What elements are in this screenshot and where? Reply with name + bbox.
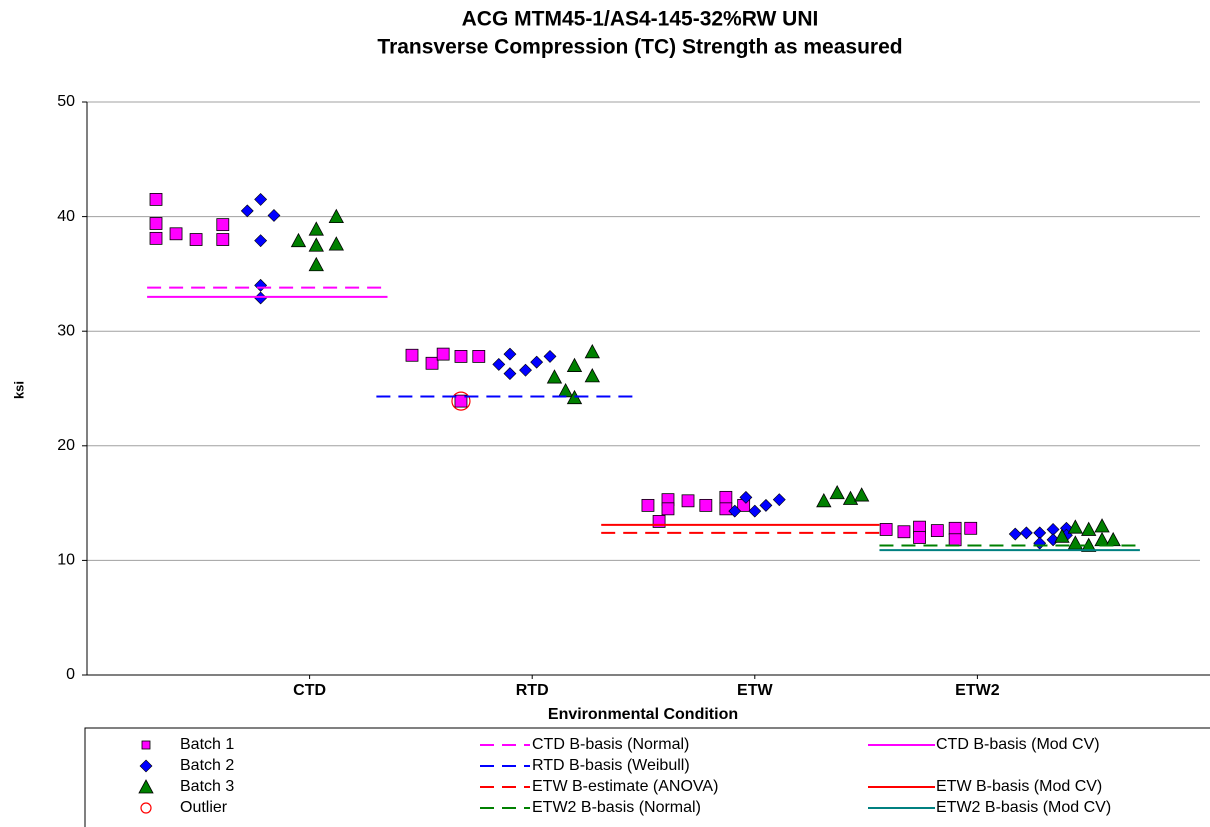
marker-square <box>948 533 962 547</box>
marker-square <box>472 350 486 363</box>
x-tick-label: ETW2 <box>955 682 1000 699</box>
marker-triangle <box>1081 521 1097 536</box>
marker-triangle <box>290 232 307 248</box>
marker-diamond <box>748 504 762 518</box>
marker-triangle <box>816 492 832 508</box>
marker-diamond <box>543 349 557 363</box>
marker-triangle <box>1067 535 1084 550</box>
marker-square <box>964 521 978 535</box>
legend-marker <box>139 759 153 773</box>
marker-circle <box>451 391 471 411</box>
legend-box <box>84 727 1210 827</box>
marker-square <box>436 347 450 361</box>
marker-triangle <box>1105 531 1121 547</box>
marker-diamond <box>267 209 281 222</box>
marker-square <box>454 350 468 363</box>
legend-label: ETW B-estimate (ANOVA) <box>532 778 718 795</box>
marker-square <box>169 227 183 241</box>
marker-diamond <box>254 234 268 248</box>
marker-triangle <box>328 236 344 251</box>
marker-square <box>913 531 926 544</box>
marker-diamond <box>1033 536 1047 550</box>
y-tick-label: 30 <box>57 322 75 339</box>
legend-marker <box>141 740 151 750</box>
marker-diamond <box>772 493 786 507</box>
marker-square <box>879 523 893 536</box>
marker-diamond <box>1008 527 1022 541</box>
x-tick-label: RTD <box>516 682 549 699</box>
marker-diamond <box>503 367 517 381</box>
x-axis-label: Environmental Condition <box>548 706 738 723</box>
legend-label: CTD B-basis (Mod CV) <box>936 736 1100 753</box>
marker-triangle <box>584 368 600 383</box>
marker-triangle <box>328 208 344 224</box>
marker-diamond <box>519 363 532 377</box>
marker-triangle <box>1054 528 1070 543</box>
marker-square <box>149 193 163 206</box>
legend-label: ETW B-basis (Mod CV) <box>936 778 1102 795</box>
marker-square <box>661 502 675 516</box>
marker-square <box>719 490 733 504</box>
marker-diamond <box>492 358 506 371</box>
marker-square <box>405 348 419 362</box>
marker-square <box>641 498 655 512</box>
marker-square <box>948 521 962 535</box>
marker-diamond <box>739 490 753 504</box>
marker-triangle <box>546 369 563 384</box>
marker-triangle <box>584 343 600 359</box>
marker-triangle <box>308 256 324 272</box>
y-axis-label: ksi <box>11 381 26 399</box>
marker-square <box>897 525 911 539</box>
legend-label: Outlier <box>180 799 228 816</box>
y-tick-label: 20 <box>57 437 75 454</box>
marker-square <box>454 394 468 408</box>
marker-triangle <box>1094 518 1110 533</box>
legend-marker <box>138 779 154 794</box>
y-tick-label: 50 <box>57 93 75 110</box>
marker-triangle <box>566 357 583 372</box>
marker-square <box>681 494 695 508</box>
chart-title: Transverse Compression (TC) Strength as … <box>377 36 902 59</box>
marker-triangle <box>557 382 574 398</box>
legend-label: Batch 1 <box>180 736 234 753</box>
x-tick-label: ETW <box>737 682 773 699</box>
marker-diamond <box>254 192 268 206</box>
marker-diamond <box>503 347 517 361</box>
legend-label: CTD B-basis (Normal) <box>532 736 689 753</box>
y-tick-label: 40 <box>57 208 75 225</box>
marker-diamond <box>728 504 742 518</box>
marker-diamond <box>530 355 544 369</box>
marker-triangle <box>853 487 870 502</box>
marker-square <box>719 502 733 516</box>
marker-triangle <box>829 484 845 500</box>
marker-square <box>216 233 230 246</box>
marker-triangle <box>1067 519 1084 534</box>
legend-label: ETW2 B-basis (Mod CV) <box>936 799 1111 816</box>
y-tick-label: 0 <box>66 666 75 683</box>
marker-diamond <box>240 204 254 218</box>
marker-diamond <box>254 278 268 292</box>
marker-square <box>425 356 439 370</box>
legend-label: ETW2 B-basis (Normal) <box>532 799 701 816</box>
marker-square <box>149 231 163 245</box>
legend-label: RTD B-basis (Weibull) <box>532 757 690 774</box>
marker-diamond <box>254 291 268 305</box>
marker-square <box>216 218 230 232</box>
marker-triangle <box>308 237 324 252</box>
marker-triangle <box>842 490 859 505</box>
marker-square <box>149 217 163 230</box>
marker-square <box>699 498 713 512</box>
x-tick-label: CTD <box>293 682 326 699</box>
y-tick-label: 10 <box>57 552 75 569</box>
marker-triangle <box>308 221 324 236</box>
legend-marker <box>140 802 152 814</box>
chart-title: ACG MTM45-1/AS4-145-32%RW UNI <box>462 8 819 31</box>
marker-diamond <box>759 498 773 512</box>
marker-diamond <box>1019 526 1033 540</box>
legend-label: Batch 3 <box>180 778 234 795</box>
legend-label: Batch 2 <box>180 757 234 774</box>
marker-square <box>189 233 203 246</box>
marker-square <box>930 524 944 538</box>
